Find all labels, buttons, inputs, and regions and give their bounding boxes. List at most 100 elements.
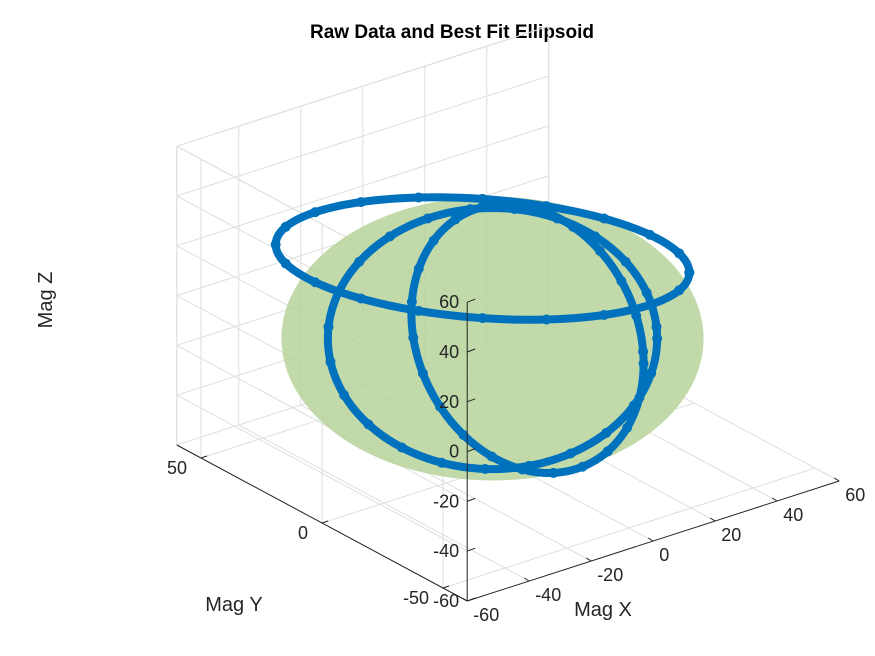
data-point bbox=[631, 310, 642, 321]
y-tick-label: -50 bbox=[403, 588, 429, 608]
data-point bbox=[323, 321, 334, 332]
data-point bbox=[333, 287, 344, 298]
data-point bbox=[422, 213, 433, 224]
data-point bbox=[450, 214, 461, 225]
data-point bbox=[476, 202, 487, 213]
data-point bbox=[594, 245, 605, 256]
x-tick-mark bbox=[461, 597, 468, 602]
ellipsoid bbox=[281, 196, 704, 481]
data-point bbox=[568, 221, 579, 232]
data-point bbox=[280, 258, 291, 269]
data-point bbox=[646, 368, 657, 379]
x-tick-label: 40 bbox=[783, 505, 803, 525]
y-tick-label: 0 bbox=[298, 523, 308, 543]
data-point bbox=[354, 256, 365, 267]
data-point bbox=[480, 463, 491, 474]
x-tick-label: 60 bbox=[845, 485, 865, 505]
x-tick-label: 20 bbox=[721, 525, 741, 545]
data-point bbox=[363, 419, 374, 430]
x-tick-label: 0 bbox=[659, 545, 669, 565]
data-point bbox=[355, 197, 366, 208]
z-tick-mark bbox=[467, 597, 476, 602]
z-tick-mark bbox=[467, 348, 476, 353]
data-point bbox=[599, 309, 610, 320]
data-point bbox=[565, 448, 576, 459]
data-point bbox=[406, 296, 417, 307]
data-point bbox=[310, 277, 321, 288]
data-point bbox=[436, 457, 447, 468]
z-tick-label: 60 bbox=[439, 292, 459, 312]
data-point bbox=[644, 229, 655, 240]
data-point bbox=[506, 199, 517, 210]
back-wall-grid-line-z bbox=[176, 125, 549, 247]
data-point bbox=[413, 263, 424, 274]
ellipsoid-surface bbox=[281, 196, 704, 481]
y-tick-mark bbox=[442, 585, 450, 589]
x-tick-label: -20 bbox=[597, 565, 623, 585]
floor-grid-line-y bbox=[442, 467, 816, 589]
data-point bbox=[541, 314, 552, 325]
z-tick-label: -60 bbox=[433, 591, 459, 611]
box-edge bbox=[176, 25, 549, 147]
z-tick-mark bbox=[467, 398, 476, 403]
z-tick-mark bbox=[467, 547, 476, 552]
data-point bbox=[638, 358, 649, 369]
y-tick-mark bbox=[200, 455, 208, 459]
z-tick-mark bbox=[467, 298, 476, 303]
data-point bbox=[413, 192, 424, 203]
data-point bbox=[280, 221, 291, 232]
z-tick-label: 20 bbox=[439, 392, 459, 412]
x-tick-mark bbox=[709, 517, 716, 522]
x-tick-mark bbox=[833, 477, 840, 482]
data-point bbox=[458, 430, 469, 441]
data-point bbox=[435, 401, 446, 412]
data-point bbox=[339, 390, 350, 401]
data-point bbox=[641, 287, 652, 298]
y-tick-label: 50 bbox=[167, 458, 187, 478]
y-axis-label: Mag Y bbox=[205, 594, 262, 616]
data-point bbox=[674, 248, 685, 259]
data-point bbox=[622, 422, 633, 433]
back-wall-grid-line-z bbox=[176, 75, 549, 197]
data-point bbox=[413, 305, 424, 316]
x-tick-mark bbox=[647, 537, 654, 542]
z-tick-mark bbox=[467, 448, 476, 453]
z-axis-label: Mag Z bbox=[35, 272, 57, 329]
data-point bbox=[538, 205, 549, 216]
data-point bbox=[417, 368, 428, 379]
data-point bbox=[408, 332, 419, 343]
chart-title: Raw Data and Best Fit Ellipsoid bbox=[310, 22, 594, 43]
z-tick-label: -40 bbox=[433, 541, 459, 561]
data-point bbox=[602, 446, 613, 457]
data-point bbox=[684, 267, 695, 278]
x-tick-mark bbox=[771, 497, 778, 502]
data-point bbox=[599, 213, 610, 224]
tick-labels: -60 -40 -20 0 20 40 60 -60 -40 -20 0 20 40 60 -50 0 50 bbox=[167, 292, 865, 625]
data-point bbox=[270, 239, 281, 250]
data-point bbox=[517, 464, 528, 475]
axes bbox=[176, 298, 840, 602]
data-point bbox=[652, 333, 663, 344]
z-tick-label: 0 bbox=[449, 442, 459, 462]
x-tick-label: -60 bbox=[473, 605, 499, 625]
x-tick-label: -40 bbox=[535, 585, 561, 605]
x-tick-mark bbox=[585, 557, 592, 562]
z-tick-label: 40 bbox=[439, 342, 459, 362]
x-tick-mark bbox=[523, 577, 530, 582]
side-wall-grid-line-z bbox=[176, 344, 468, 502]
z-tick-mark bbox=[467, 497, 476, 502]
z-tick-label: -20 bbox=[433, 491, 459, 511]
data-point bbox=[548, 467, 559, 478]
data-point bbox=[428, 235, 439, 246]
data-point bbox=[310, 207, 321, 218]
x-axis-label: Mag X bbox=[574, 599, 632, 621]
data-point bbox=[355, 293, 366, 304]
y-tick-mark bbox=[321, 520, 329, 524]
data-points bbox=[270, 192, 695, 478]
data-point bbox=[325, 356, 336, 367]
side-wall-grid-line-z bbox=[176, 394, 468, 552]
data-point bbox=[638, 346, 649, 357]
data-point bbox=[396, 442, 407, 453]
data-point bbox=[477, 193, 488, 204]
